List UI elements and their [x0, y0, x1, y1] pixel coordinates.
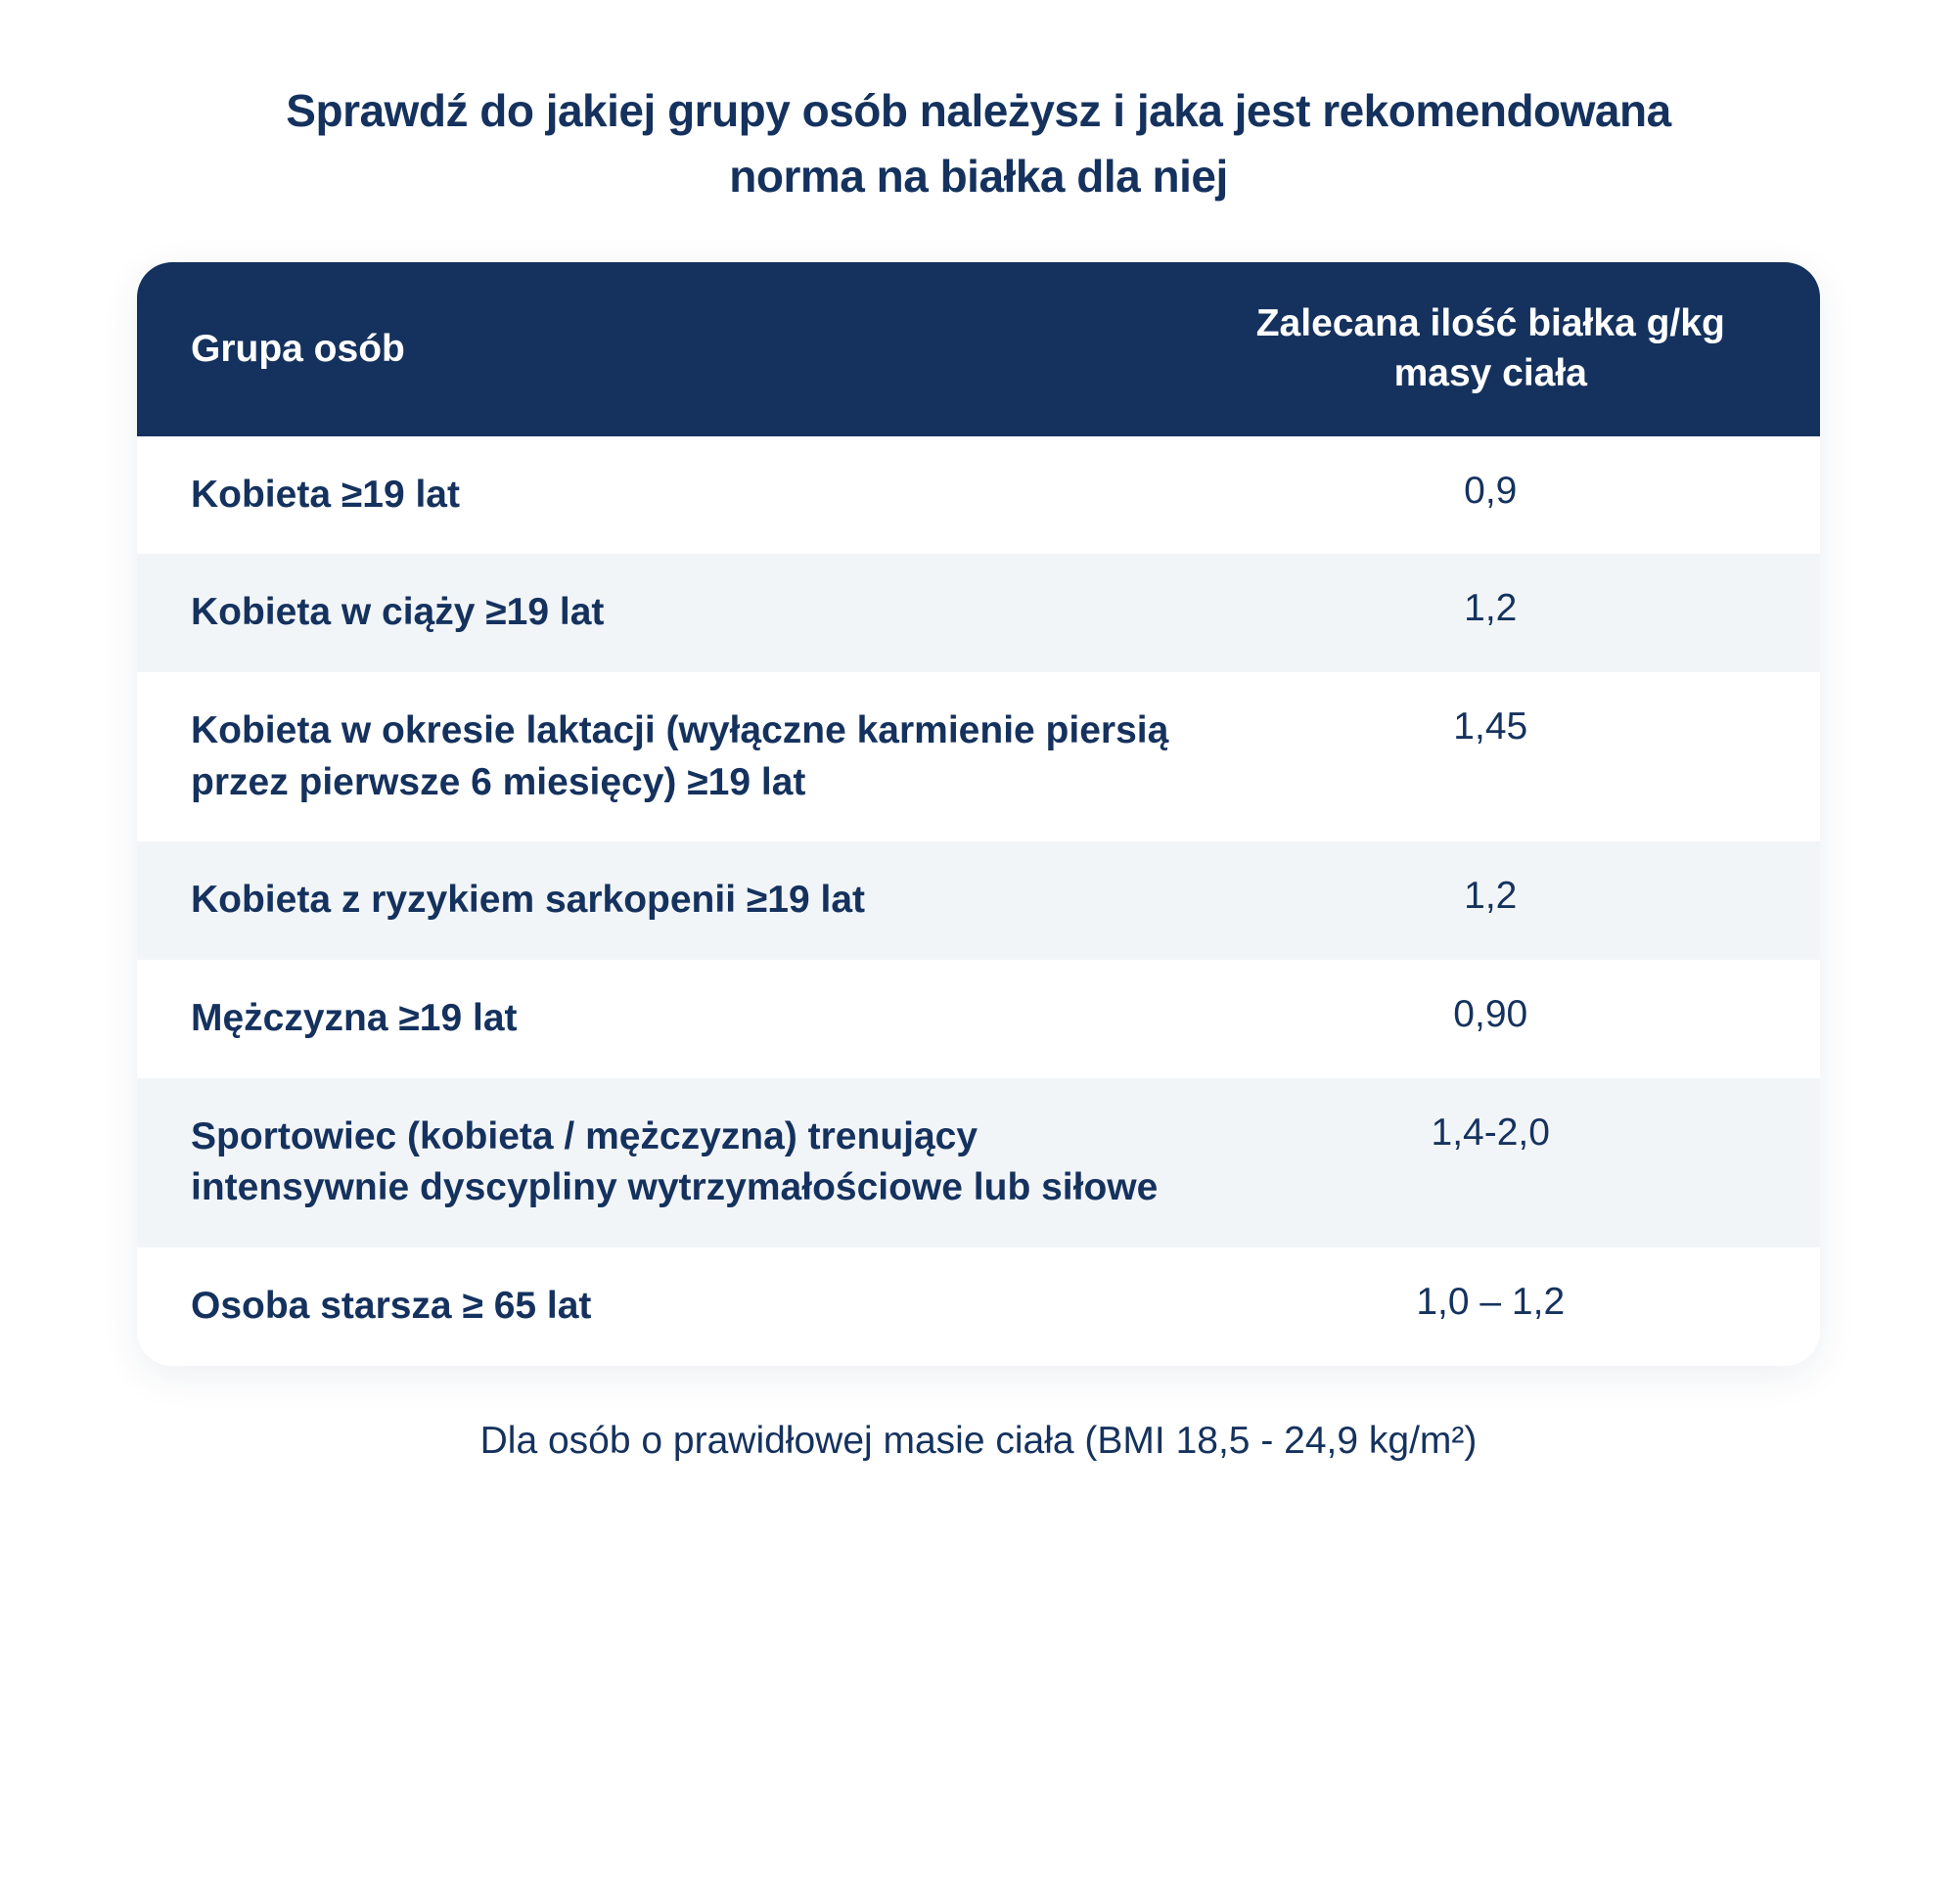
cell-group: Kobieta w ciąży ≥19 lat: [191, 587, 1215, 639]
footnote: Dla osób o prawidłowej masie ciała (BMI …: [480, 1420, 1478, 1463]
cell-group: Sportowiec (kobieta / mężczyzna) trenują…: [191, 1111, 1215, 1214]
table-row: Kobieta w okresie laktacji (wyłączne kar…: [137, 672, 1820, 841]
table-header-value: Zalecana ilość białka g/kg masy ciała: [1215, 299, 1767, 398]
table-row: Mężczyzna ≥19 lat 0,90: [137, 960, 1820, 1078]
table-header: Grupa osób Zalecana ilość białka g/kg ma…: [137, 262, 1820, 435]
table-row: Kobieta ≥19 lat 0,9: [137, 436, 1820, 555]
table-body: Kobieta ≥19 lat 0,9 Kobieta w ciąży ≥19 …: [137, 436, 1820, 1366]
cell-value: 1,2: [1215, 875, 1767, 927]
table-row: Kobieta w ciąży ≥19 lat 1,2: [137, 554, 1820, 672]
table-row: Kobieta z ryzykiem sarkopenii ≥19 lat 1,…: [137, 841, 1820, 960]
table-header-group: Grupa osób: [191, 299, 1215, 398]
cell-value: 1,4-2,0: [1215, 1111, 1767, 1214]
cell-group: Kobieta z ryzykiem sarkopenii ≥19 lat: [191, 875, 1215, 927]
cell-value: 1,0 – 1,2: [1215, 1281, 1767, 1333]
cell-group: Mężczyzna ≥19 lat: [191, 993, 1215, 1045]
cell-group: Kobieta w okresie laktacji (wyłączne kar…: [191, 705, 1215, 808]
cell-value: 1,45: [1215, 705, 1767, 808]
cell-value: 1,2: [1215, 587, 1767, 639]
protein-table-infographic: Sprawdź do jakiej grupy osób należysz i …: [137, 78, 1820, 1463]
table-row: Sportowiec (kobieta / mężczyzna) trenują…: [137, 1078, 1820, 1247]
cell-group: Osoba starsza ≥ 65 lat: [191, 1281, 1215, 1333]
cell-value: 0,90: [1215, 993, 1767, 1045]
protein-table: Grupa osób Zalecana ilość białka g/kg ma…: [137, 262, 1820, 1365]
cell-group: Kobieta ≥19 lat: [191, 470, 1215, 521]
cell-value: 0,9: [1215, 470, 1767, 521]
table-row: Osoba starsza ≥ 65 lat 1,0 – 1,2: [137, 1247, 1820, 1366]
page-title: Sprawdź do jakiej grupy osób należysz i …: [245, 78, 1712, 208]
